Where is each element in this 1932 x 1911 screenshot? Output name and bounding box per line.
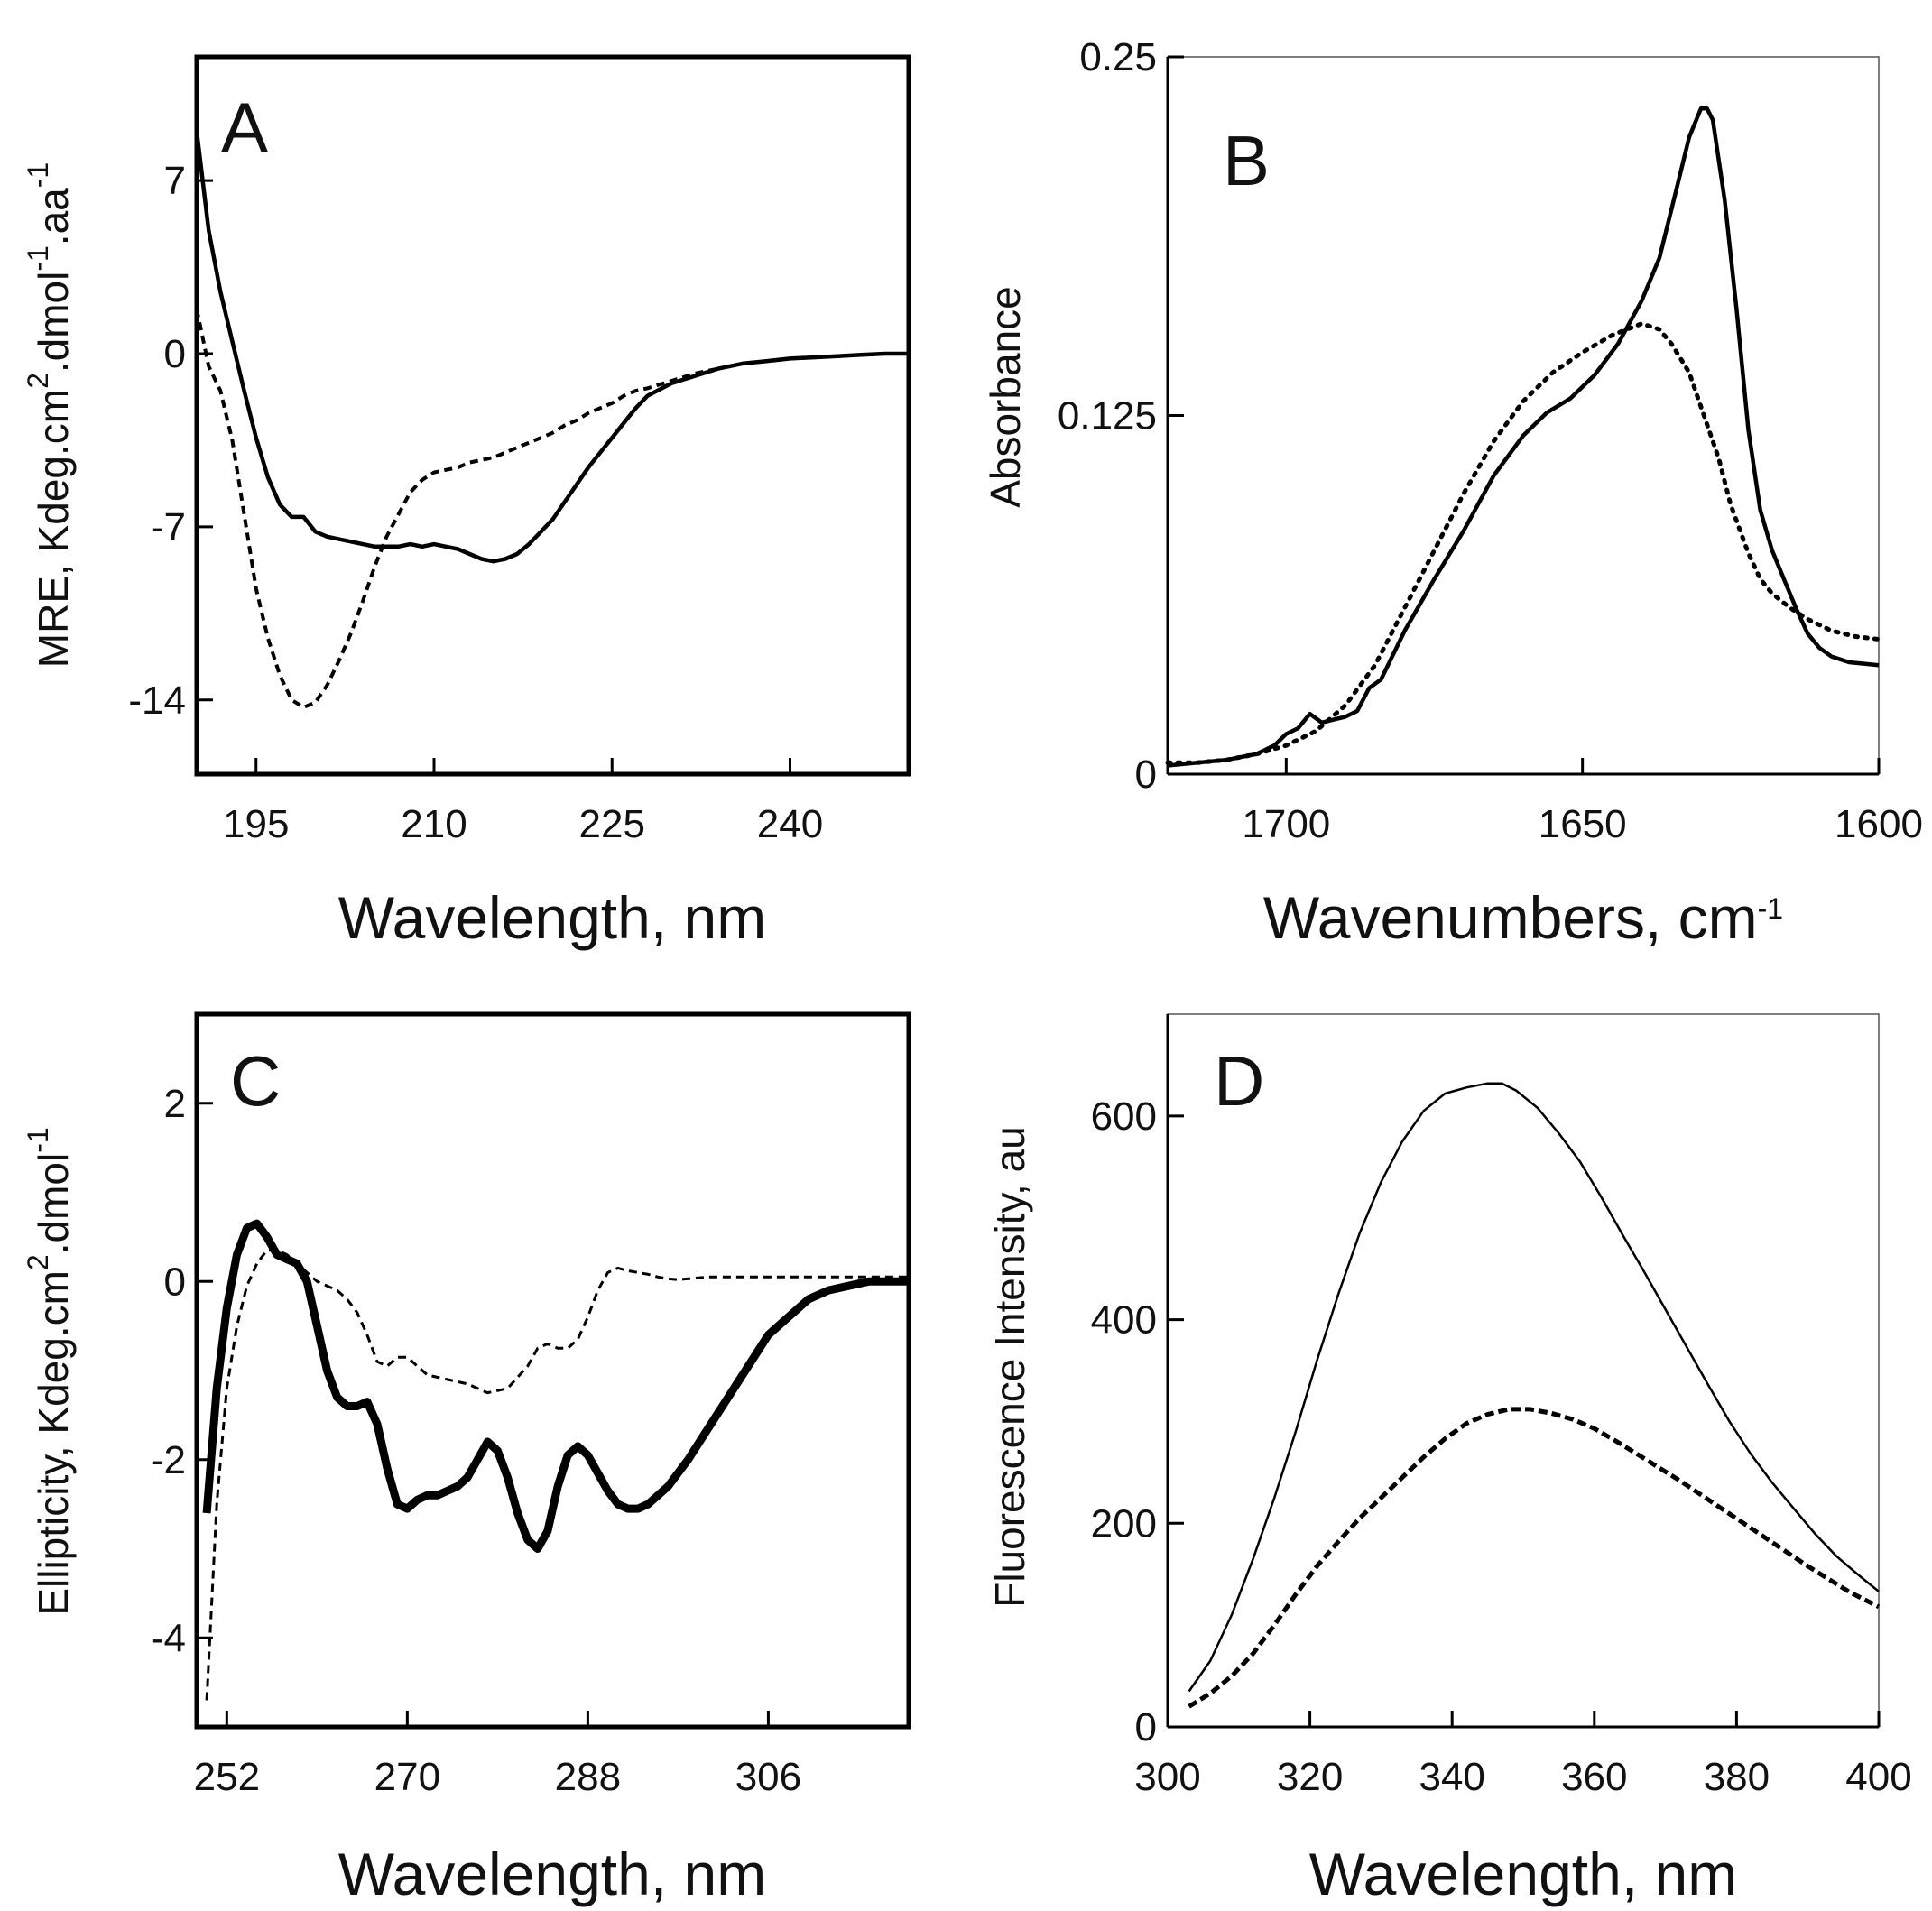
panel-b-xtick-label: 1650 xyxy=(1539,802,1627,846)
panel-b-xlabel: Wavenumbers, cm-1 xyxy=(1263,884,1783,951)
panel-a-ytick-label: -14 xyxy=(128,679,186,723)
panel-a-ytick-label: 0 xyxy=(164,332,186,376)
panel-d-ytick-label: 600 xyxy=(1091,1094,1157,1139)
panel-d-ylabel: Fluorescence Intensity, au xyxy=(986,1126,1033,1608)
panel-c-ytick-label: 2 xyxy=(164,1082,186,1126)
panel-c-xlabel: Wavelength, nm xyxy=(338,1841,766,1907)
ylabel-sup-1: 2 xyxy=(22,373,54,389)
xlabel-text: Wavenumbers, cm xyxy=(1263,884,1758,951)
panel-c-ytick-label: 0 xyxy=(164,1260,186,1304)
ylabel-sup-2: -1 xyxy=(22,1127,54,1152)
panel-a-xtick-label: 195 xyxy=(223,802,289,846)
ylabel-text-3: .aa xyxy=(30,188,77,245)
panel-a-series-dashed xyxy=(195,309,909,709)
panel-b: 1700 1650 1600 0 0.125 0.25 B Wavenumbers, cm-1… xyxy=(982,35,1923,951)
ylabel-sup-3: -1 xyxy=(22,162,54,188)
panel-c-ylabel: Ellipticity, Kdeg.cm2.dmol-1 xyxy=(22,1127,77,1615)
panel-b-xtick-label: 1700 xyxy=(1242,802,1330,846)
panel-c-series-dashed xyxy=(205,1249,909,1701)
panel-b-letter: B xyxy=(1223,121,1270,200)
panel-a-xtick-label: 210 xyxy=(401,802,467,846)
panel-d-frame xyxy=(1167,1013,1880,1728)
panel-b-ytick-label: 0 xyxy=(1135,752,1157,797)
panel-b-ytick-label: 0.25 xyxy=(1079,35,1157,79)
panel-b-ytick-label: 0.125 xyxy=(1058,394,1157,439)
panel-a-ylabel: MRE, Kdeg.cm2.dmol-1.aa-1 xyxy=(22,162,77,668)
ylabel-text-1: Ellipticity, Kdeg.cm xyxy=(30,1270,77,1616)
panel-c-series-thick-solid xyxy=(202,1219,909,1553)
panel-d-xtick-label: 400 xyxy=(1845,1755,1911,1799)
panel-c: 252 270 288 306 2 0 -2 -4 C Wavelength, nm Ellipti… xyxy=(22,1011,911,1907)
ylabel-text-1: MRE, Kdeg.cm xyxy=(30,389,77,668)
panel-b-ylabel: Absorbance xyxy=(982,286,1029,508)
panel-a-xtick-label: 240 xyxy=(757,802,823,846)
panel-b-xtick-label: 1600 xyxy=(1835,802,1923,846)
panel-c-xtick-label: 288 xyxy=(555,1755,621,1799)
ylabel-sup-1: 2 xyxy=(22,1254,54,1270)
panel-d-ytick-label: 200 xyxy=(1091,1501,1157,1546)
ylabel-text-2: .dmol xyxy=(30,272,77,373)
panel-c-letter: C xyxy=(230,1041,281,1121)
panel-d-xtick-label: 340 xyxy=(1419,1755,1484,1799)
panel-b-series-dotted xyxy=(1165,321,1881,765)
panel-d-xlabel: Wavelength, nm xyxy=(1309,1841,1737,1907)
panel-b-frame xyxy=(1167,56,1880,775)
panel-a-xtick-label: 225 xyxy=(579,802,645,846)
panel-d: 300 320 340 360 380 400 0 200 400 600 D Wavelength,… xyxy=(986,1013,1912,1907)
panel-c-xtick-label: 306 xyxy=(735,1755,801,1799)
panel-c-frame xyxy=(194,1011,911,1730)
xlabel-sup: -1 xyxy=(1758,892,1783,925)
panel-d-ytick-label: 0 xyxy=(1135,1705,1157,1749)
panel-d-xtick-label: 300 xyxy=(1134,1755,1200,1799)
panel-d-xtick-label: 320 xyxy=(1277,1755,1343,1799)
panel-a-ytick-label: -7 xyxy=(151,505,186,549)
panel-d-series-dashed xyxy=(1188,1407,1881,1709)
panel-d-xtick-label: 360 xyxy=(1561,1755,1627,1799)
panel-a-series-solid xyxy=(194,130,909,564)
panel-a: 195 210 225 240 7 0 -7 -14 A Wavelength, nm MRE, K… xyxy=(22,54,911,951)
panel-c-ytick-label: -2 xyxy=(151,1438,186,1482)
panel-a-ytick-label: 7 xyxy=(164,159,186,203)
panel-c-ytick-label: -4 xyxy=(151,1616,186,1660)
panel-d-letter: D xyxy=(1214,1041,1264,1121)
panel-a-letter: A xyxy=(221,88,268,167)
panel-a-frame xyxy=(194,54,911,777)
panel-d-series-solid xyxy=(1188,1082,1880,1693)
panel-c-xtick-label: 252 xyxy=(194,1755,260,1799)
panel-c-xtick-label: 270 xyxy=(374,1755,440,1799)
ylabel-text-2: .dmol xyxy=(30,1153,77,1254)
panel-a-xlabel: Wavelength, nm xyxy=(338,884,766,951)
panel-b-series-solid xyxy=(1167,106,1880,768)
panel-d-xtick-label: 380 xyxy=(1704,1755,1770,1799)
panel-d-ytick-label: 400 xyxy=(1091,1298,1157,1343)
ylabel-sup-2: -1 xyxy=(22,245,54,271)
